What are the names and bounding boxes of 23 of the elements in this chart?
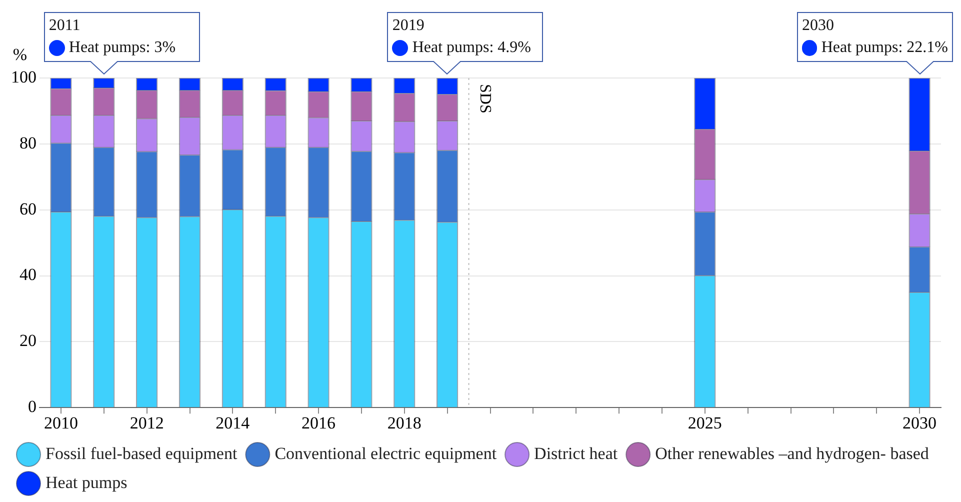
legend-label: Other renewables –and hydrogen- based xyxy=(655,444,930,463)
x-tick-label: 2012 xyxy=(130,413,164,432)
y-tick-label: 0 xyxy=(28,397,36,416)
legend-label: Heat pumps xyxy=(46,472,128,492)
legend-label: Conventional electric equipment xyxy=(274,444,497,463)
annotation: 2019 Heat pumps: 4.9% xyxy=(392,16,532,58)
annotation: 2030 Heat pumps: 22.1% xyxy=(802,16,948,58)
x-tick-label: 2014 xyxy=(216,413,250,432)
y-tick-label: 100 xyxy=(11,67,36,86)
legend-label: District heat xyxy=(534,444,618,463)
y-axis-title: % xyxy=(12,44,28,64)
y-tick-label: 40 xyxy=(20,265,36,284)
x-tick-label: 2025 xyxy=(688,413,722,432)
y-tick-label: 20 xyxy=(20,331,36,350)
x-tick-label: 2010 xyxy=(44,413,78,432)
y-tick-label: 80 xyxy=(20,133,36,152)
y-tick-label: 60 xyxy=(20,199,36,218)
annotation: 2011 Heat pumps: 3% xyxy=(48,16,177,58)
x-tick-label: 2030 xyxy=(902,413,937,432)
legend-label: Fossil fuel-based equipment xyxy=(46,444,238,463)
x-tick-label: 2016 xyxy=(302,413,336,432)
ref-line-label: SDS xyxy=(476,84,494,114)
x-tick-label: 2018 xyxy=(387,413,422,432)
